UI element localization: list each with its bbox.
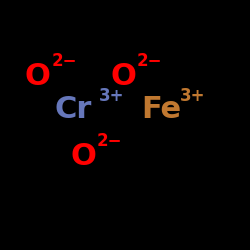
Text: 2−: 2− bbox=[96, 132, 122, 150]
Text: 2−: 2− bbox=[51, 52, 77, 70]
Text: O: O bbox=[110, 62, 136, 91]
Text: 2−: 2− bbox=[136, 52, 162, 70]
Text: Cr: Cr bbox=[55, 96, 92, 124]
Text: O: O bbox=[25, 62, 51, 91]
Text: Fe: Fe bbox=[141, 96, 182, 124]
Text: 3+: 3+ bbox=[99, 87, 124, 105]
Text: 3+: 3+ bbox=[180, 87, 206, 105]
Text: O: O bbox=[70, 142, 96, 171]
